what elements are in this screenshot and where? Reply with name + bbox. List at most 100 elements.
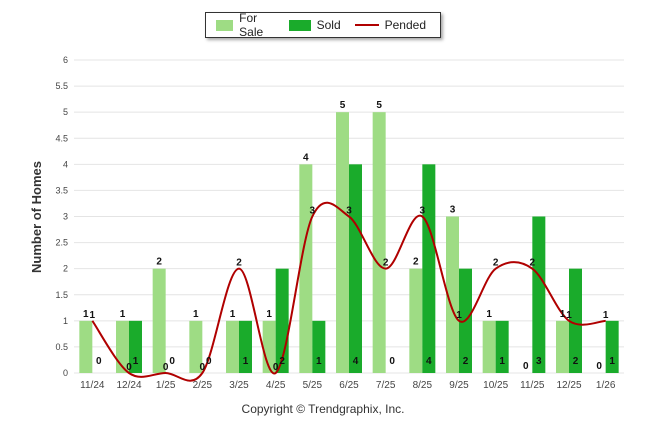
y-tick-label: 1: [63, 316, 68, 326]
sold-bar: [239, 320, 252, 373]
legend: For Sale Sold Pended: [205, 11, 441, 39]
sold-data-label: 1: [133, 356, 139, 367]
for-sale-data-label: 1: [193, 309, 199, 320]
x-tick-label: 1/26: [596, 380, 616, 391]
x-tick-label: 5/25: [303, 380, 323, 391]
sold-data-label: 1: [243, 356, 249, 367]
for-sale-data-label: 4: [303, 152, 309, 163]
x-tick-label: 8/25: [413, 380, 433, 391]
legend-item-pended[interactable]: Pended: [354, 18, 426, 32]
for-sale-bar: [79, 320, 93, 373]
legend-label-for-sale: For Sale: [239, 11, 264, 39]
y-tick-label: 3.5: [55, 185, 68, 195]
sold-data-label: 0: [169, 356, 175, 367]
x-tick-label: 12/25: [556, 380, 581, 391]
copyright: Copyright © Trendgraphix, Inc.: [241, 402, 405, 416]
y-tick-label: 0.5: [55, 342, 68, 352]
for-sale-data-label: 1: [230, 309, 236, 320]
y-tick-label: 1.5: [55, 290, 68, 300]
sold-data-label: 0: [389, 356, 395, 367]
y-tick-label: 2.5: [55, 238, 68, 248]
x-tick-label: 4/25: [266, 380, 286, 391]
for-sale-bar: [189, 320, 203, 373]
pended-data-label: 1: [90, 310, 96, 321]
sold-data-label: 2: [463, 356, 469, 367]
sold-bar: [532, 216, 546, 373]
y-tick-label: 4: [63, 159, 68, 169]
pended-data-label: 0: [163, 362, 169, 373]
for-sale-data-label: 1: [120, 309, 126, 320]
for-sale-data-label: 1: [560, 309, 566, 320]
for-sale-data-label: 5: [340, 100, 346, 111]
sold-data-label: 3: [536, 356, 542, 367]
for-sale-bar: [482, 320, 496, 373]
sold-swatch: [288, 19, 311, 31]
for-sale-data-label: 2: [156, 257, 162, 268]
sold-data-label: 1: [499, 356, 505, 367]
pended-data-label: 3: [346, 206, 352, 217]
pended-data-label: 1: [566, 310, 572, 321]
legend-item-for-sale[interactable]: For Sale: [216, 11, 275, 39]
x-tick-label: 11/25: [520, 380, 545, 391]
pended-data-label: 1: [603, 310, 609, 321]
pended-line: [91, 201, 606, 382]
x-tick-label: 2/25: [193, 380, 213, 391]
y-tick-label: 5.5: [55, 81, 68, 91]
pended-data-label: 1: [456, 310, 462, 321]
x-tick-label: 1/25: [156, 380, 176, 391]
y-axis-label: Number of Homes: [29, 161, 44, 273]
pended-line-layer: [91, 201, 606, 382]
for-sale-data-label: 3: [450, 205, 456, 216]
sold-data-label: 1: [316, 356, 322, 367]
sold-data-label: 0: [206, 356, 212, 367]
pended-data-label: 2: [530, 258, 536, 269]
x-tick-label: 10/25: [483, 380, 508, 391]
pended-data-label: 2: [236, 258, 242, 269]
legend-label-sold: Sold: [316, 18, 341, 32]
y-tick-label: 5: [63, 107, 68, 117]
legend-item-sold[interactable]: Sold: [288, 18, 341, 32]
sold-data-label: 4: [426, 356, 432, 367]
x-tick-label: 9/25: [449, 380, 469, 391]
pended-data-label: 2: [493, 258, 499, 269]
for-sale-bar: [409, 268, 423, 373]
sold-bar: [312, 320, 326, 373]
sold-bar: [605, 320, 619, 373]
pended-data-label: 0: [200, 362, 206, 373]
y-tick-label: 6: [63, 55, 68, 65]
sold-data-label: 2: [279, 356, 285, 367]
y-tick-label: 3: [63, 212, 68, 222]
sold-bar: [129, 320, 142, 373]
for-sale-data-label: 2: [413, 257, 419, 268]
for-sale-data-label: 1: [266, 309, 272, 320]
y-axis-ticks: 0 0.5 1 1.5 2 2.5 3 3.5 4 4.5 5 5.5 6: [55, 55, 68, 378]
for-sale-data-label: 0: [596, 361, 602, 372]
sold-bar: [422, 164, 436, 373]
x-axis-ticks: 11/24 12/24 1/25 2/25 3/25 4/25 5/25 6/25 7/25 8/…: [80, 380, 616, 391]
for-sale-bar: [556, 320, 569, 373]
x-tick-label: 6/25: [339, 380, 359, 391]
y-tick-label: 2: [63, 264, 68, 274]
for-sale-bar: [299, 164, 313, 373]
sold-data-label: 1: [609, 356, 615, 367]
sold-data-label: 4: [353, 356, 359, 367]
x-tick-label: 12/24: [116, 380, 141, 391]
y-tick-label: 4.5: [55, 133, 68, 143]
sold-data-label: 2: [573, 356, 579, 367]
for-sale-bar: [372, 112, 386, 374]
pended-swatch: [354, 24, 379, 26]
pended-data-label: 0: [273, 362, 279, 373]
x-tick-label: 3/25: [229, 380, 249, 391]
y-tick-label: 0: [63, 368, 68, 378]
bars: [79, 112, 619, 374]
pended-data-label: 3: [420, 206, 426, 217]
for-sale-bar: [116, 320, 129, 373]
x-tick-label: 11/24: [80, 380, 105, 391]
sold-bar: [569, 268, 582, 373]
for-sale-data-label: 1: [486, 309, 492, 320]
for-sale-bar: [446, 216, 459, 373]
for-sale-data-label: 5: [376, 100, 382, 111]
x-tick-label: 7/25: [376, 380, 396, 391]
